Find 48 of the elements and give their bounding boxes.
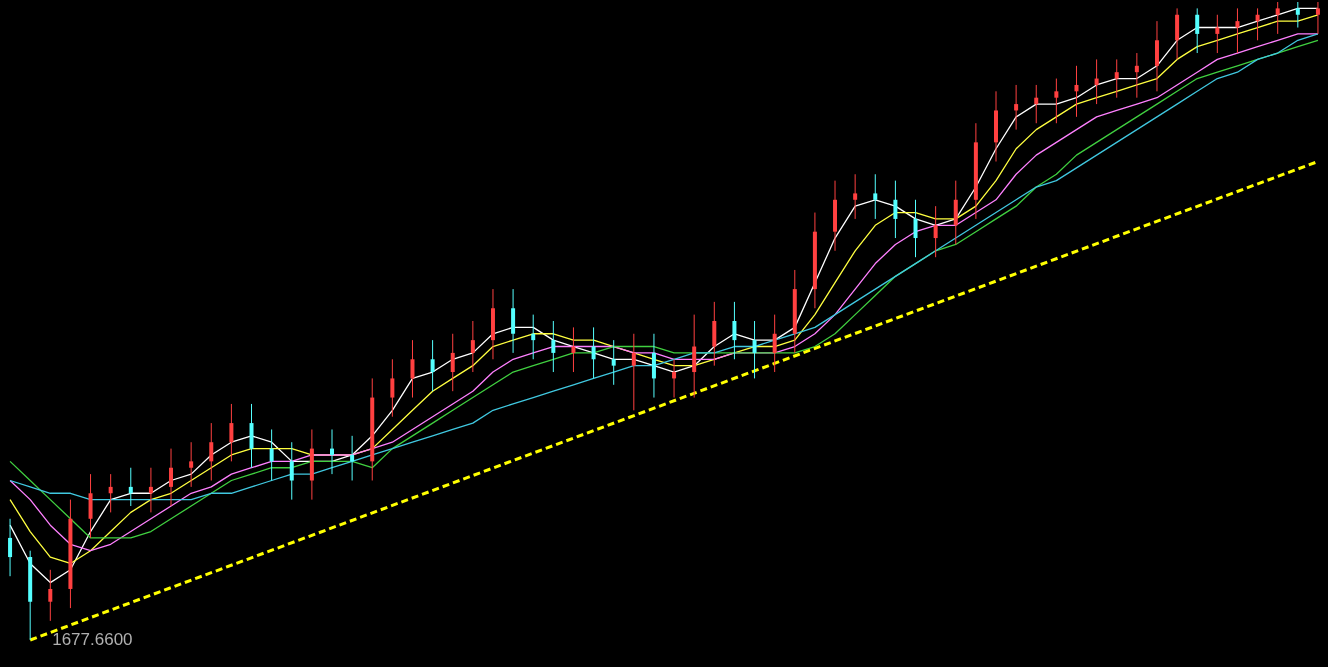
candlestick: [1114, 58, 1119, 99]
candlestick: [893, 180, 898, 239]
annotation: 1677.6600: [52, 630, 133, 649]
candlestick: [1195, 7, 1200, 54]
candlestick: [1315, 1, 1320, 35]
candlestick: [571, 326, 576, 373]
candlestick: [289, 441, 294, 501]
candlestick: [732, 301, 737, 360]
candlestick: [1255, 7, 1260, 41]
candlestick: [108, 473, 113, 513]
candlestick: [390, 358, 395, 418]
candlestick: [128, 467, 133, 507]
candlestick: [1014, 84, 1019, 131]
candlestick: [1034, 84, 1039, 124]
candlestick: [148, 467, 153, 513]
candlestick: [209, 422, 214, 481]
candlestick: [531, 314, 536, 360]
candlestick: [8, 518, 13, 577]
candlestick: [169, 448, 174, 507]
candlestick: [873, 173, 878, 220]
candlestick: [672, 358, 677, 399]
candlestick: [752, 320, 757, 379]
candlestick: [350, 435, 355, 481]
candlestick: [631, 333, 636, 411]
candlestick: [591, 326, 596, 379]
candlestick: [1235, 7, 1240, 54]
candlestick: [470, 320, 475, 373]
candlestick: [1275, 1, 1280, 35]
candlestick: [1215, 14, 1220, 54]
candlestick: [430, 339, 435, 392]
candlestick: [933, 205, 938, 258]
candlestick: [450, 333, 455, 392]
candlestick: [853, 173, 858, 220]
candlestick: [330, 428, 334, 475]
candlestick: [551, 320, 556, 373]
candlestick: [269, 428, 274, 481]
candlestick: [913, 199, 918, 258]
candlestick: [1094, 58, 1099, 105]
candlestick: [48, 569, 53, 622]
candlestick: [1074, 65, 1079, 118]
candlestick: [189, 441, 194, 488]
candlestick: [1295, 1, 1300, 29]
candlestick: [410, 339, 415, 399]
candlestick: [772, 314, 777, 373]
candlestick: [1134, 52, 1139, 99]
candlestick: [611, 339, 616, 386]
candlestick: [229, 403, 234, 462]
candlestick: [1054, 78, 1059, 124]
